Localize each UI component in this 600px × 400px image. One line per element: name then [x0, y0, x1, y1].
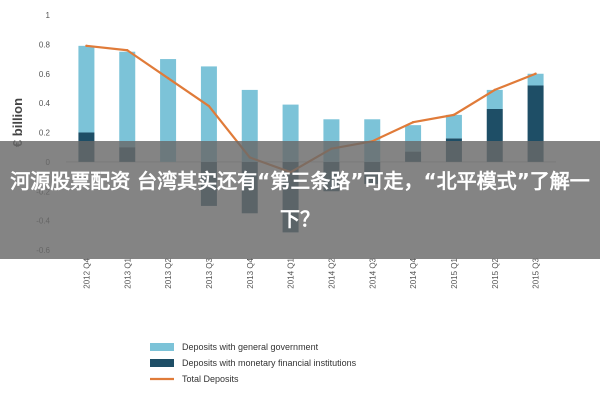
x-tick-label: 2014 Q3 — [368, 257, 377, 288]
total-deposits-point — [411, 121, 415, 124]
total-deposits-point — [534, 72, 537, 75]
bar-general-government — [486, 89, 503, 109]
total-deposits-point — [85, 44, 88, 48]
x-tick-label: 2015 Q3 — [532, 257, 541, 288]
legend-swatch — [150, 359, 174, 367]
total-deposits-point — [207, 104, 211, 108]
total-deposits-point — [452, 113, 456, 117]
bar-general-government — [78, 45, 95, 133]
x-axis: 2012 Q4 2013 Q1 2013 Q2 2013 Q3 2013 Q4 2014 … — [82, 257, 540, 288]
bar-general-government — [160, 59, 177, 162]
bar-general-government — [527, 73, 544, 86]
x-tick-label: 2013 Q4 — [246, 257, 255, 288]
bar-general-government — [119, 51, 136, 148]
legend-label: Deposits with monetary financial institu… — [182, 358, 357, 368]
y-tick-label: 0.4 — [39, 99, 51, 108]
banner-title: 河源股票配资 台湾其实还有“第三条路”可走，“北平模式”了解一下？ — [10, 169, 590, 231]
x-tick-label: 2013 Q1 — [123, 257, 132, 288]
y-tick-label: 1 — [46, 11, 51, 20]
legend-label: Deposits with general government — [182, 342, 319, 352]
x-tick-label: 2012 Q4 — [82, 257, 91, 288]
total-deposits-point — [166, 76, 170, 80]
y-tick-label: 0.6 — [39, 70, 51, 79]
legend: Deposits with general government Deposits… — [150, 342, 357, 384]
y-tick-label: 0.8 — [39, 40, 51, 49]
x-tick-label: 2014 Q4 — [409, 257, 418, 288]
bar-general-government — [445, 114, 462, 139]
x-tick-label: 2013 Q3 — [205, 257, 214, 288]
x-tick-label: 2015 Q2 — [491, 257, 500, 288]
x-tick-label: 2015 Q1 — [450, 257, 459, 288]
total-deposits-point — [126, 49, 129, 52]
legend-label: Total Deposits — [182, 374, 239, 384]
y-tick-label: 0.2 — [39, 129, 51, 138]
y-axis-label: € billion — [10, 98, 25, 147]
title-banner: 河源股票配资 台湾其实还有“第三条路”可走，“北平模式”了解一下？ — [0, 141, 600, 259]
bar-general-government — [200, 66, 217, 162]
x-tick-label: 2013 Q2 — [164, 257, 173, 288]
total-deposits-point — [493, 88, 496, 92]
x-tick-label: 2014 Q1 — [287, 257, 296, 288]
x-tick-label: 2014 Q2 — [327, 257, 336, 288]
legend-swatch — [150, 343, 174, 351]
